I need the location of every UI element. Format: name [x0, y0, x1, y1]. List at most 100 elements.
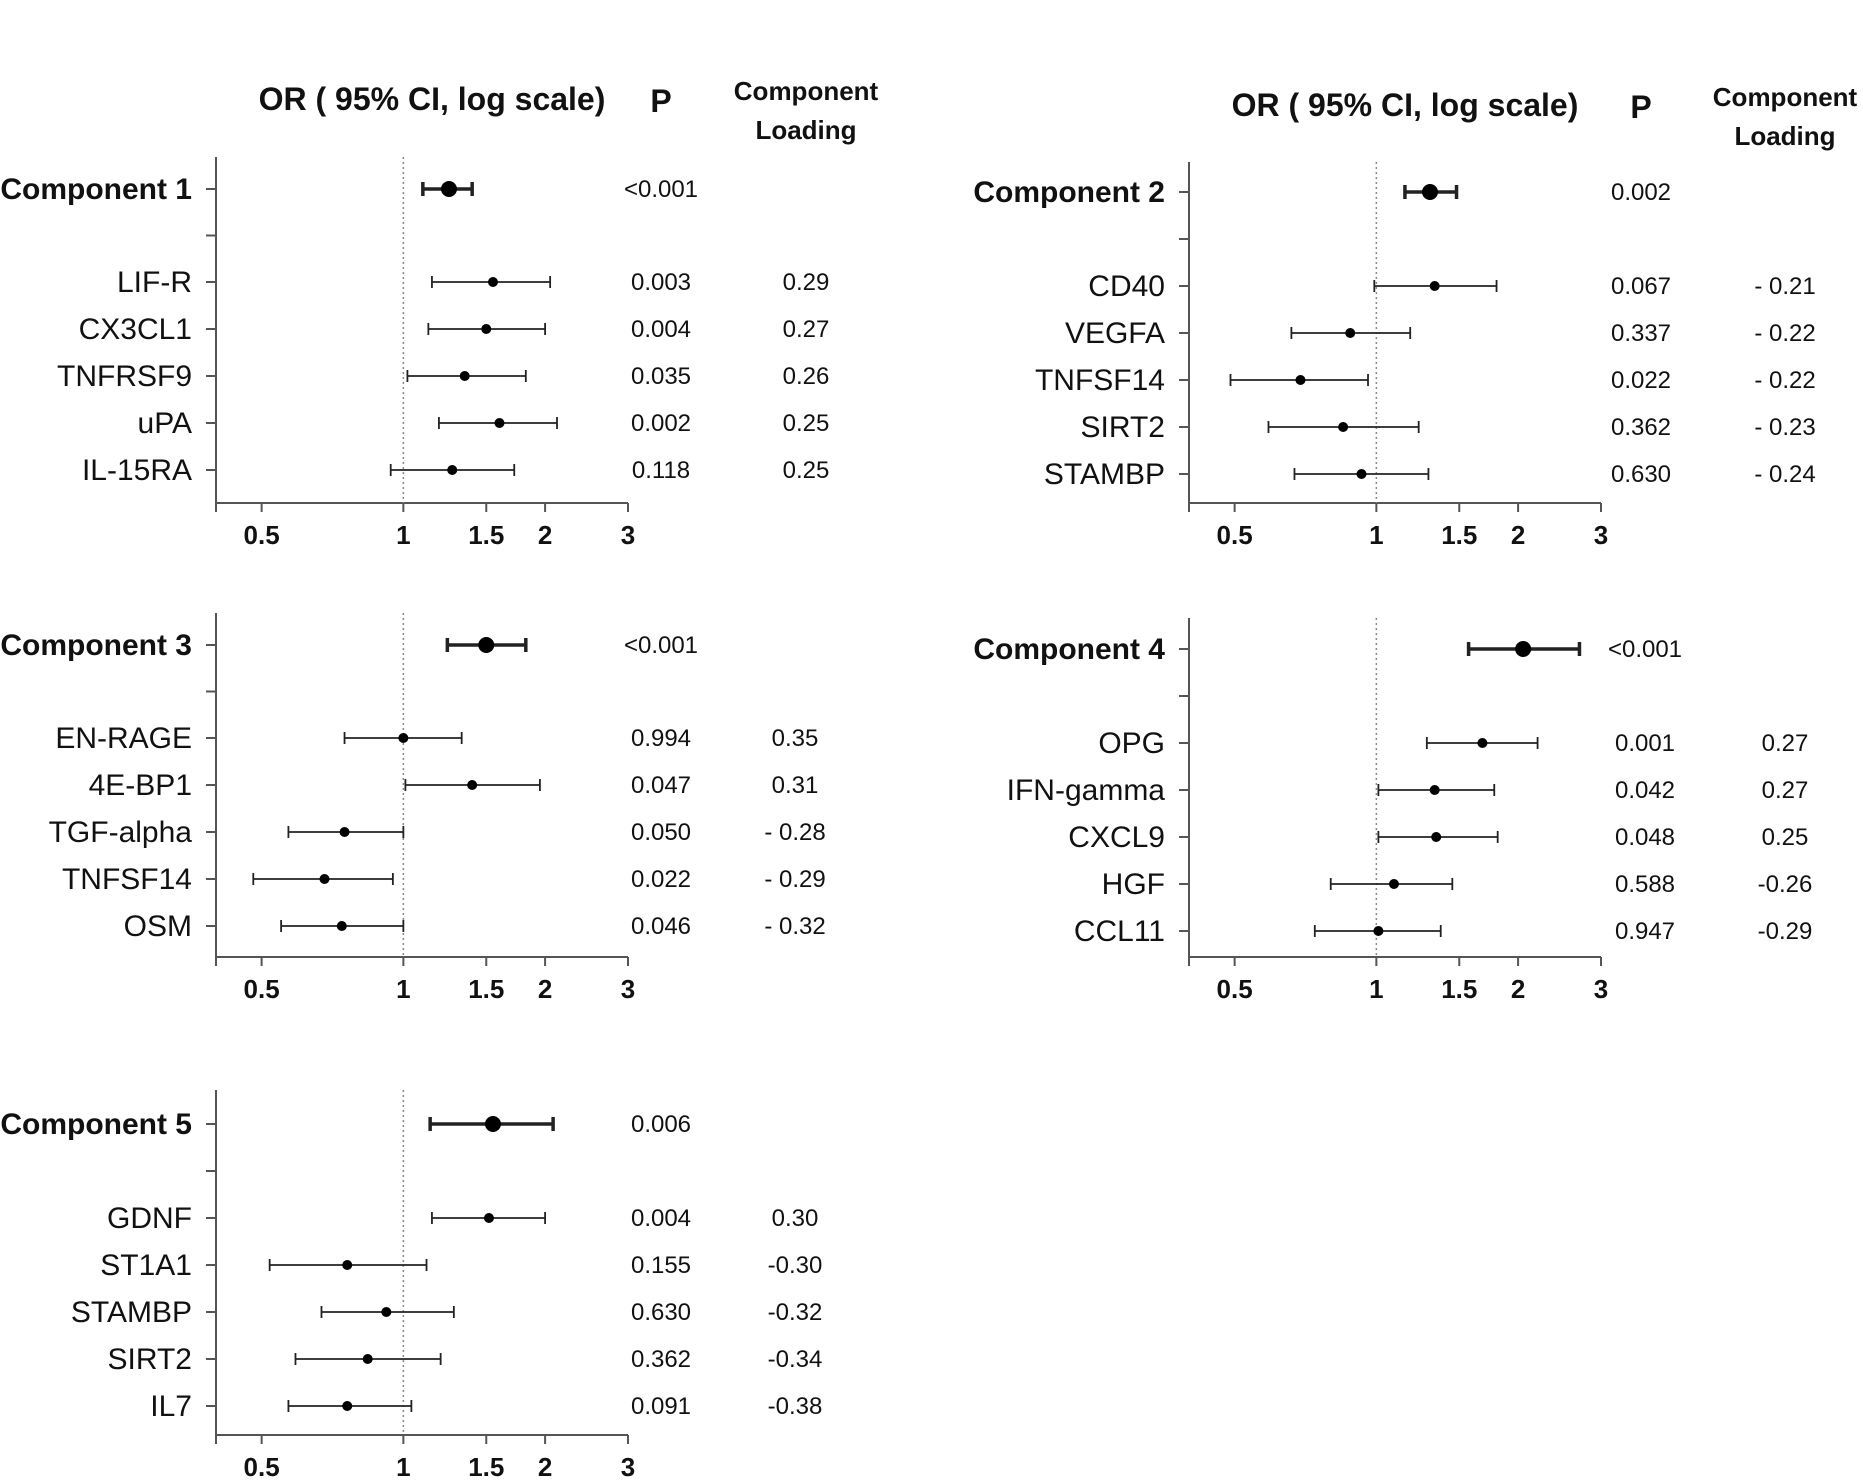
x-tick-label: 1.5 [1441, 520, 1477, 550]
component-loading: - 0.21 [1754, 273, 1815, 300]
protein-label: IL-15RA [82, 454, 192, 487]
p-value: 0.155 [631, 1252, 691, 1279]
loading-header-line2: Loading [1734, 121, 1835, 151]
protein-row: TNFSF14 0.022 - 0.29 [62, 863, 826, 896]
protein-row: STAMBP 0.630 -0.32 [71, 1296, 822, 1329]
x-tick-label: 1 [1369, 974, 1383, 1004]
component-loading: -0.34 [768, 1346, 823, 1373]
point-estimate [440, 181, 457, 197]
p-value: 0.630 [631, 1299, 691, 1326]
protein-label: IFN-gamma [1007, 774, 1166, 807]
protein-row: STAMBP 0.630 - 0.24 [1044, 458, 1816, 491]
component-loading: 0.25 [783, 410, 830, 437]
protein-row: OSM 0.046 - 0.32 [124, 910, 826, 943]
component-row: Component 2 0.002 [973, 176, 1671, 209]
p-value: 0.003 [631, 269, 691, 296]
component-label: Component 3 [0, 629, 192, 662]
p-value: 0.004 [631, 1205, 691, 1232]
p-value: 0.035 [631, 363, 691, 390]
point-estimate [494, 418, 505, 428]
p-value: 0.002 [631, 410, 691, 437]
x-tick-label: 2 [538, 520, 552, 550]
point-estimate [362, 1354, 373, 1364]
component-loading: 0.26 [783, 363, 830, 390]
p-value: <0.001 [1608, 636, 1682, 663]
protein-row: uPA 0.002 0.25 [138, 407, 830, 440]
forest-panel-2: OR ( 95% CI, log scale) P Component Loading… [973, 82, 1857, 550]
p-value: 0.002 [1611, 179, 1671, 206]
component-loading: 0.35 [772, 725, 819, 752]
component-loading: 0.27 [1762, 777, 1809, 804]
point-estimate [459, 371, 470, 381]
p-value: 0.091 [631, 1393, 691, 1420]
forest-panel-1: OR ( 95% CI, log scale) P Component Loading… [0, 76, 878, 550]
component-row: Component 4 <0.001 [973, 633, 1682, 666]
protein-row: HGF 0.588 -0.26 [1102, 868, 1813, 901]
p-value: 0.362 [631, 1346, 691, 1373]
point-estimate [336, 921, 347, 931]
p-value: 0.022 [1611, 367, 1671, 394]
protein-row: SIRT2 0.362 -0.34 [108, 1343, 823, 1376]
p-value: 0.947 [1615, 918, 1675, 945]
protein-row: EN-RAGE 0.994 0.35 [55, 722, 818, 755]
protein-row: 4E-BP1 0.047 0.31 [89, 769, 819, 802]
p-value: 0.006 [631, 1111, 691, 1138]
protein-row: IL7 0.091 -0.38 [150, 1390, 822, 1423]
x-tick-label: 3 [621, 1452, 635, 1482]
component-loading: - 0.23 [1754, 414, 1815, 441]
protein-row: IFN-gamma 0.042 0.27 [1007, 774, 1809, 807]
protein-label: VEGFA [1065, 317, 1165, 350]
p-header: P [650, 83, 671, 119]
x-tick-label: 2 [1511, 520, 1525, 550]
p-value: 0.994 [631, 725, 691, 752]
point-estimate [342, 1260, 353, 1270]
point-estimate [1345, 328, 1356, 338]
x-tick-label: 1 [396, 974, 410, 1004]
point-estimate [481, 324, 492, 334]
protein-row: GDNF 0.004 0.30 [107, 1202, 818, 1235]
point-estimate [447, 465, 458, 475]
protein-label: TNFSF14 [62, 863, 192, 896]
p-value: 0.046 [631, 913, 691, 940]
component-loading: 0.29 [783, 269, 830, 296]
protein-label: EN-RAGE [55, 722, 192, 755]
x-tick-label: 3 [621, 520, 635, 550]
protein-label: CD40 [1088, 270, 1165, 303]
protein-row: LIF-R 0.003 0.29 [117, 266, 829, 299]
protein-row: CD40 0.067 - 0.21 [1088, 270, 1815, 303]
p-value: 0.362 [1611, 414, 1671, 441]
x-tick-label: 0.5 [244, 520, 280, 550]
forest-panel-5: 0.5 1 1.5 2 3 Component 5 0.006 GDNF 0.004 0.30 ST… [0, 1090, 822, 1482]
component-loading: - 0.32 [764, 913, 825, 940]
point-estimate [1429, 785, 1440, 795]
point-estimate [467, 780, 478, 790]
component-loading: 0.25 [783, 457, 830, 484]
component-loading: 0.27 [1762, 730, 1809, 757]
component-label: Component 2 [973, 176, 1165, 209]
protein-label: OSM [124, 910, 192, 943]
component-loading: -0.30 [768, 1252, 823, 1279]
p-header: P [1630, 89, 1651, 125]
x-tick-label: 0.5 [1217, 974, 1253, 1004]
loading-header-line2: Loading [755, 115, 856, 145]
p-value: 0.118 [632, 457, 690, 484]
x-tick-label: 3 [1594, 974, 1608, 1004]
x-tick-label: 2 [1511, 974, 1525, 1004]
protein-row: TNFRSF9 0.035 0.26 [57, 360, 829, 393]
or-header: OR ( 95% CI, log scale) [1232, 87, 1579, 123]
point-estimate [342, 1401, 353, 1411]
point-estimate [1477, 738, 1488, 748]
protein-row: CXCL9 0.048 0.25 [1068, 821, 1808, 854]
point-estimate [484, 1116, 501, 1132]
x-tick-label: 1.5 [1441, 974, 1477, 1004]
x-tick-label: 0.5 [1217, 520, 1253, 550]
loading-header-line1: Component [734, 76, 879, 106]
component-row: Component 5 0.006 [0, 1108, 691, 1141]
point-estimate [478, 637, 495, 653]
p-value: 0.001 [1615, 730, 1675, 757]
x-tick-label: 1.5 [468, 520, 504, 550]
x-tick-label: 1.5 [468, 974, 504, 1004]
protein-label: TGF-alpha [49, 816, 193, 849]
p-value: 0.047 [631, 772, 691, 799]
